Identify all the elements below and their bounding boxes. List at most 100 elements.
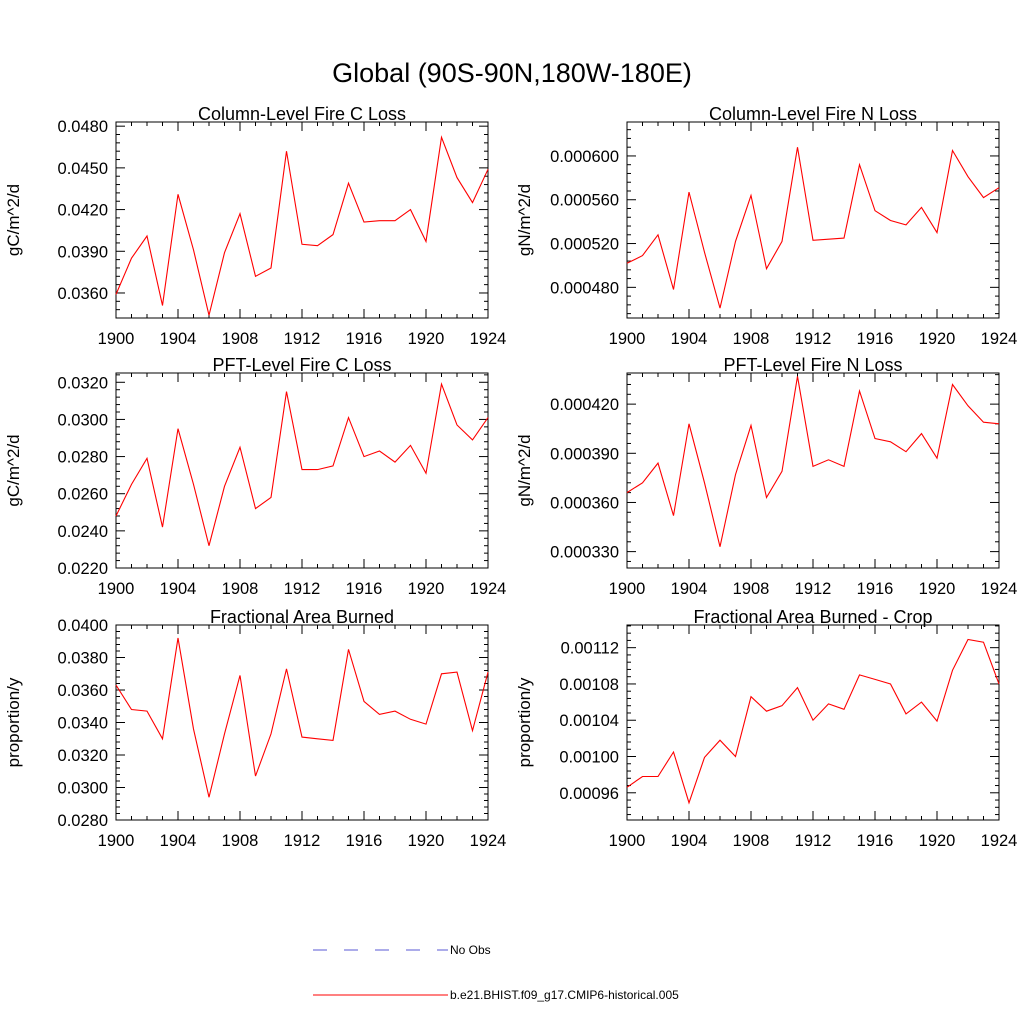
plot-frame — [115, 624, 489, 821]
x-tick-label: 1912 — [795, 330, 832, 348]
chart-panel-5: 1900 1904 1908 1912 1916 1920 1924 0.0280 0.0300… — [4, 607, 506, 850]
chart-panel-6: 1900 1904 1908 1912 1916 1920 1924 0.00096 0.001… — [515, 607, 1017, 850]
y-tick-label: 0.0300 — [58, 780, 108, 798]
x-tick-label: 1900 — [98, 330, 135, 348]
y-tick-label: 0.0450 — [58, 160, 108, 178]
y-tick-label: 0.0340 — [58, 715, 108, 733]
y-tick-label: 0.00104 — [559, 712, 619, 730]
series-line — [626, 147, 1000, 309]
x-tick-label: 1904 — [671, 330, 708, 348]
y-axis-label: gN/m^2/d — [515, 184, 534, 256]
legend: No Obs b.e21.BHIST.f09_g17.CMIP6-histori… — [313, 943, 679, 1002]
x-tick-label: 1920 — [408, 580, 445, 598]
x-tick-label: 1908 — [733, 832, 770, 850]
y-axis-label: proportion/y — [515, 677, 534, 767]
x-tick-label: 1904 — [160, 330, 197, 348]
x-tick-label: 1912 — [284, 330, 321, 348]
plot-frame — [626, 121, 1000, 319]
series-line — [626, 376, 1000, 547]
y-tick-label: 0.0300 — [58, 411, 108, 429]
y-tick-label: 0.0360 — [58, 682, 108, 700]
x-tick-label: 1920 — [919, 580, 956, 598]
x-tick-label: 1916 — [346, 580, 383, 598]
x-tick-label: 1904 — [671, 832, 708, 850]
y-tick-label: 0.0280 — [58, 449, 108, 467]
x-tick-label: 1924 — [981, 832, 1018, 850]
x-tick-label: 1912 — [284, 832, 321, 850]
x-tick-label: 1924 — [981, 580, 1018, 598]
panel-grid: 1900 1904 1908 1912 1916 1920 1924 0.0360 0.0390… — [4, 104, 1017, 850]
x-tick-label: 1904 — [160, 580, 197, 598]
x-tick-label: 1920 — [408, 832, 445, 850]
legend-label-no-obs: No Obs — [450, 943, 491, 957]
x-tick-label: 1916 — [857, 580, 894, 598]
y-tick-label: 0.0390 — [58, 243, 108, 261]
y-tick-label: 0.0280 — [58, 812, 108, 830]
x-tick-label: 1916 — [857, 330, 894, 348]
y-axis-label: gN/m^2/d — [515, 434, 534, 506]
y-tick-label: 0.000520 — [550, 236, 619, 254]
y-tick-label: 0.00096 — [559, 785, 619, 803]
y-tick-label: 0.0320 — [58, 374, 108, 392]
chart-panel-1: 1900 1904 1908 1912 1916 1920 1924 0.0360 0.0390… — [4, 104, 506, 348]
x-tick-label: 1904 — [671, 580, 708, 598]
panel-title: PFT-Level Fire C Loss — [212, 355, 391, 375]
x-tick-label: 1904 — [160, 832, 197, 850]
panel-title: Fractional Area Burned - Crop — [693, 607, 932, 627]
x-tick-label: 1924 — [470, 832, 507, 850]
x-tick-label: 1900 — [98, 580, 135, 598]
series-line — [115, 637, 489, 798]
x-tick-label: 1916 — [857, 832, 894, 850]
x-tick-label: 1912 — [284, 580, 321, 598]
y-tick-label: 0.000390 — [550, 445, 619, 463]
y-tick-label: 0.000560 — [550, 192, 619, 210]
y-tick-label: 0.00100 — [559, 749, 619, 767]
x-tick-label: 1908 — [733, 330, 770, 348]
x-tick-label: 1900 — [609, 330, 646, 348]
y-tick-label: 0.0420 — [58, 202, 108, 220]
y-tick-label: 0.0320 — [58, 747, 108, 765]
y-tick-label: 0.0240 — [58, 523, 108, 541]
y-tick-label: 0.0380 — [58, 650, 108, 668]
y-axis-label: gC/m^2/d — [4, 434, 23, 506]
y-tick-label: 0.0400 — [58, 617, 108, 635]
x-tick-label: 1908 — [222, 330, 259, 348]
main-title: Global (90S-90N,180W-180E) — [332, 58, 692, 88]
y-axis-label: gC/m^2/d — [4, 184, 23, 256]
y-tick-label: 0.0260 — [58, 486, 108, 504]
panel-title: Column-Level Fire N Loss — [709, 104, 917, 124]
y-tick-label: 0.000600 — [550, 148, 619, 166]
x-tick-label: 1908 — [222, 580, 259, 598]
chart-panel-3: 1900 1904 1908 1912 1916 1920 1924 0.0220 0.0240… — [4, 355, 506, 598]
x-tick-label: 1920 — [919, 330, 956, 348]
series-line — [626, 638, 1000, 805]
chart-panel-2: 1900 1904 1908 1912 1916 1920 1924 0.000480 0.00… — [515, 104, 1017, 348]
y-tick-label: 0.000480 — [550, 279, 619, 297]
x-tick-label: 1920 — [408, 330, 445, 348]
series-line — [115, 135, 489, 316]
series-line — [115, 382, 489, 546]
x-tick-label: 1924 — [470, 330, 507, 348]
y-tick-label: 0.00108 — [559, 676, 619, 694]
panel-title: Column-Level Fire C Loss — [198, 104, 406, 124]
y-tick-label: 0.00112 — [561, 640, 619, 658]
chart-panel-4: 1900 1904 1908 1912 1916 1920 1924 0.000330 0.00… — [515, 355, 1017, 598]
plot-frame — [626, 372, 1000, 569]
y-tick-label: 0.000360 — [550, 494, 619, 512]
x-tick-label: 1924 — [981, 330, 1018, 348]
x-tick-label: 1920 — [919, 832, 956, 850]
x-tick-label: 1916 — [346, 832, 383, 850]
x-tick-label: 1908 — [222, 832, 259, 850]
x-tick-label: 1916 — [346, 330, 383, 348]
y-tick-label: 0.000420 — [550, 396, 619, 414]
y-tick-label: 0.000330 — [550, 544, 619, 562]
panel-title: PFT-Level Fire N Loss — [723, 355, 902, 375]
x-tick-label: 1900 — [609, 832, 646, 850]
plot-frame — [626, 624, 1000, 821]
x-tick-label: 1912 — [795, 832, 832, 850]
x-tick-label: 1900 — [609, 580, 646, 598]
panel-title: Fractional Area Burned — [210, 607, 394, 627]
x-tick-label: 1912 — [795, 580, 832, 598]
y-tick-label: 0.0360 — [58, 285, 108, 303]
